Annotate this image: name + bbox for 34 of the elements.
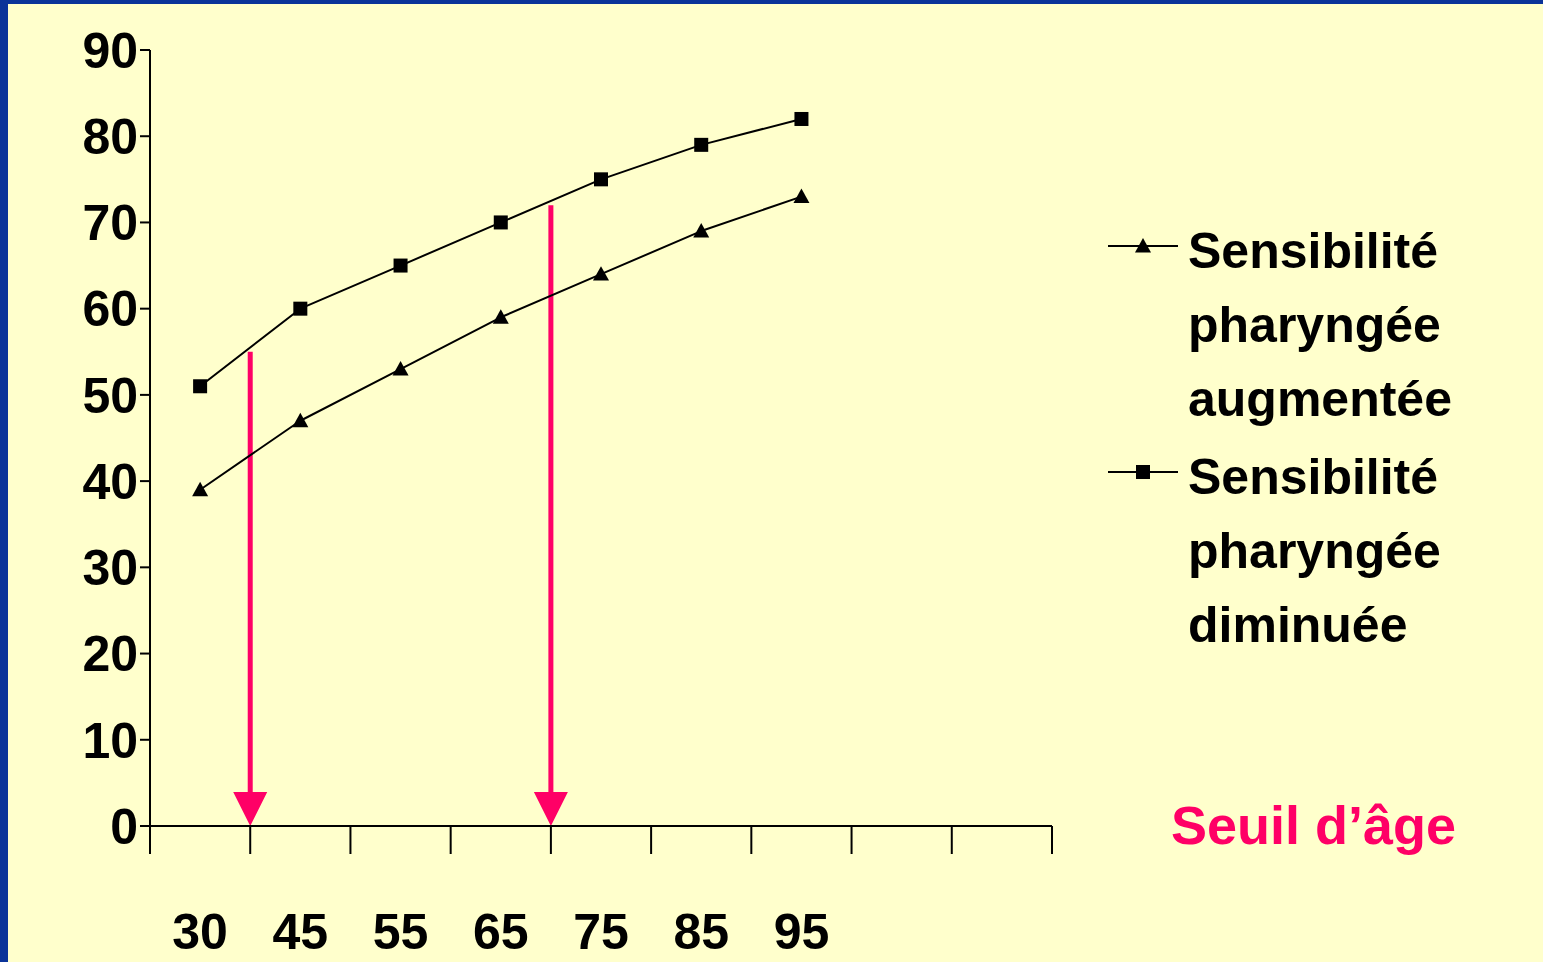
y-tick-label: 10 <box>82 712 138 769</box>
y-tick-label: 50 <box>82 367 138 424</box>
point <box>794 111 809 126</box>
point <box>392 361 409 376</box>
x-tick-label: 65 <box>472 904 529 960</box>
point <box>593 266 609 281</box>
point <box>192 481 209 497</box>
x-tick-label: 55 <box>372 904 429 960</box>
x-tick-label: 85 <box>673 904 730 960</box>
y-tick-label: 90 <box>82 22 138 79</box>
y-tick-label: 80 <box>82 108 138 165</box>
point <box>694 137 709 152</box>
x-tick-label: 30 <box>172 904 228 960</box>
x-tick-label: 75 <box>573 904 629 960</box>
legend-label: Sensibilité pharyngée diminuée <box>1188 448 1442 655</box>
legend-label: Sensibilité pharyngée augmentée <box>1188 222 1453 429</box>
y-tick-label: 30 <box>82 540 138 597</box>
x-tick-label: 95 <box>773 904 830 960</box>
text: Seuil d’âge <box>1171 794 1457 856</box>
point <box>292 412 309 428</box>
y-tick-label: 60 <box>82 281 138 338</box>
point <box>693 223 710 238</box>
point <box>493 215 508 230</box>
point <box>492 309 509 324</box>
y-tick-label: 20 <box>82 626 138 683</box>
point <box>793 188 810 203</box>
x-tick-label: 45 <box>272 904 329 960</box>
y-tick-label: 0 <box>110 798 138 855</box>
y-tick-label: 40 <box>82 453 138 510</box>
y-tick-label: 70 <box>82 195 138 252</box>
point <box>393 258 408 273</box>
point <box>193 379 208 394</box>
point <box>594 172 608 187</box>
point <box>293 301 308 316</box>
